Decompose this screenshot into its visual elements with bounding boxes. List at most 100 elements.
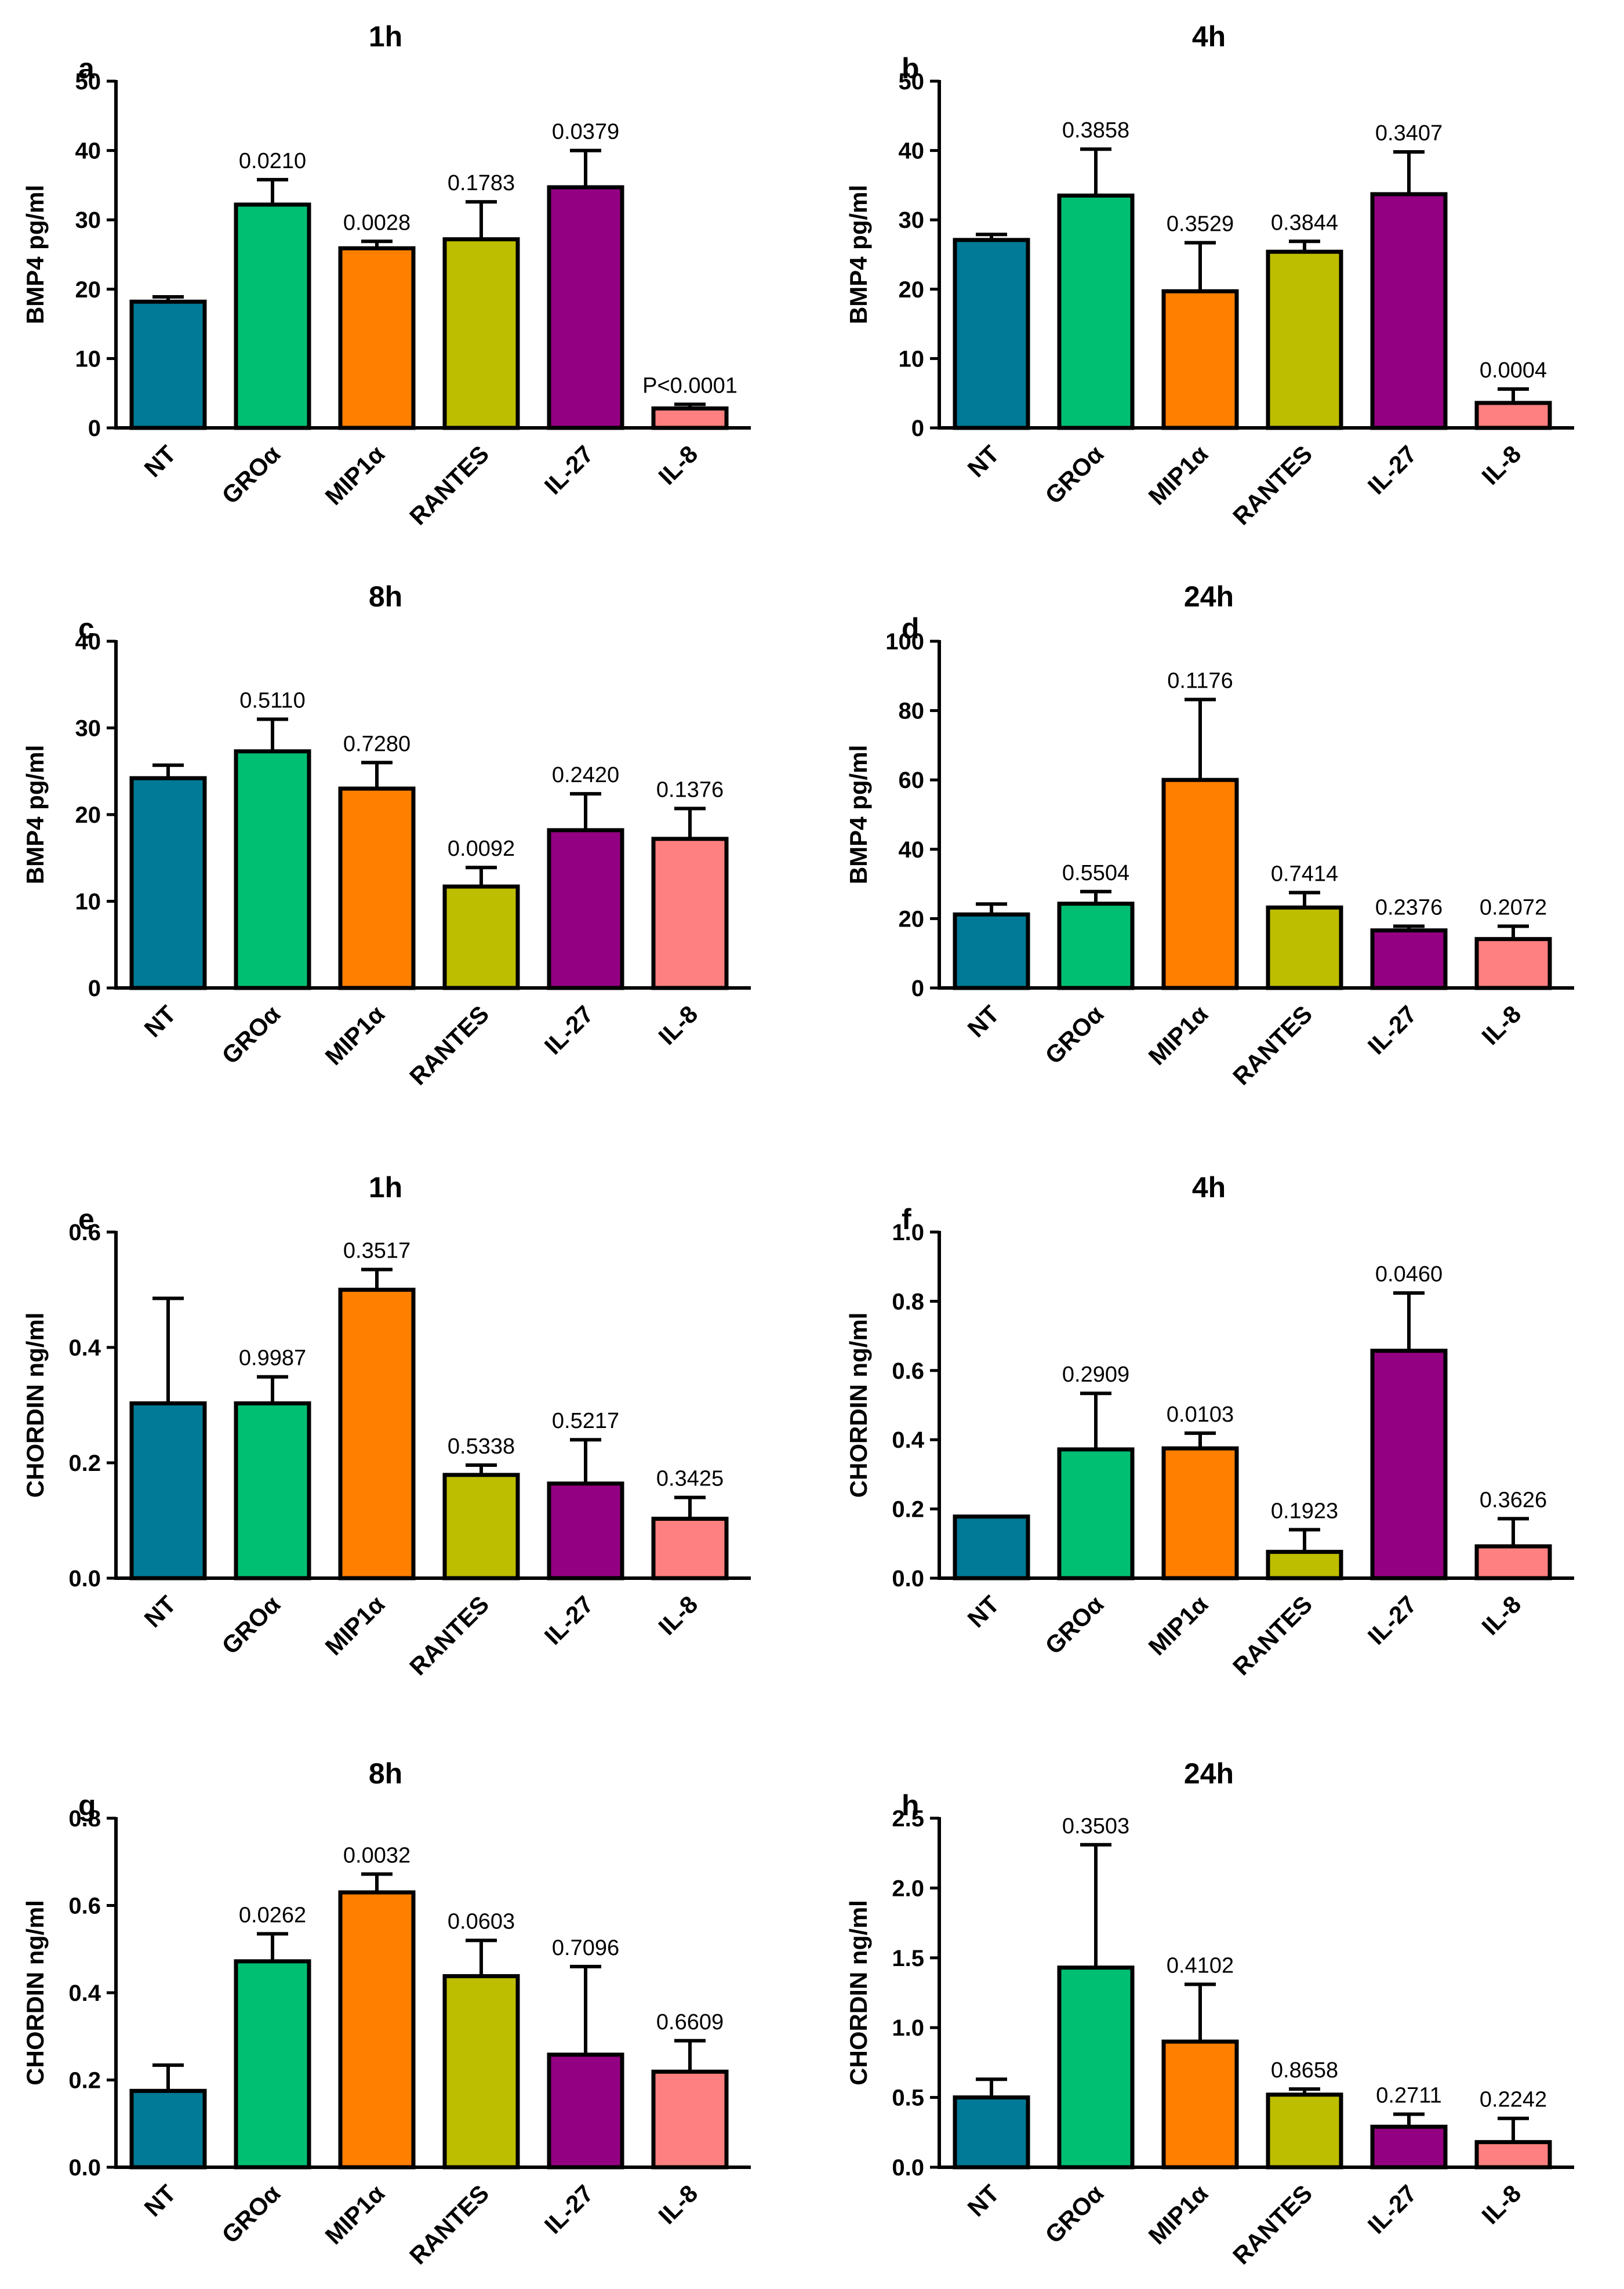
x-tick-label: GROα: [216, 2179, 285, 2248]
panel-e: e 1h CHORDIN ng/ml 0.0 0.2 0.4 0.6 NT 0.9987 GROα…: [21, 1171, 751, 1680]
bar-gro-: [234, 1401, 311, 1580]
y-tick-label: 0.8: [892, 1289, 924, 1314]
x-tick-label: NT: [962, 1000, 1005, 1042]
y-tick-label: 0.6: [68, 1220, 101, 1245]
x-tick-label: IL-27: [539, 2179, 599, 2239]
panel-f: f 4h CHORDIN ng/ml 0.0 0.2 0.4 0.6 0.8 1.0 NT 0.29…: [845, 1171, 1574, 1680]
x-tick-label: GROα: [216, 1590, 285, 1659]
x-tick-label: IL-8: [1476, 440, 1526, 490]
x-tick-label: IL-27: [1363, 1000, 1422, 1060]
y-tick-label: 100: [885, 629, 924, 655]
x-tick-label: IL-8: [1476, 2179, 1526, 2229]
y-tick-label: 1.5: [892, 1946, 924, 1971]
bar-gro-: [234, 749, 311, 990]
p-value-label: 0.3529: [1167, 212, 1234, 237]
p-value-label: 0.5338: [448, 1434, 515, 1459]
panel-letter: c: [78, 612, 95, 645]
bar-mip1-: [1161, 289, 1239, 430]
chart-title: 8h: [369, 580, 402, 613]
x-tick-label: GROα: [216, 440, 285, 509]
x-tick-label: GROα: [216, 1000, 285, 1069]
bar-il-27: [1370, 928, 1448, 990]
y-axis-label: CHORDIN ng/ml: [21, 1900, 49, 2085]
y-tick-label: 0: [911, 416, 924, 441]
y-axis-label: BMP4 pg/ml: [845, 185, 872, 324]
y-tick-label: 0.6: [68, 1894, 101, 1919]
p-value-label: 0.0032: [343, 1843, 410, 1867]
bar-gro-: [234, 202, 311, 430]
x-tick-label: RANTES: [404, 440, 494, 530]
y-tick-label: 20: [75, 802, 101, 828]
bar-nt: [953, 912, 1030, 990]
p-value-label: 0.4102: [1167, 1954, 1234, 1978]
panel-c: c 8h BMP4 pg/ml 0 10 20 30 40 NT 0.5110 GROα 0.7280…: [21, 580, 751, 1090]
p-value-label: 0.3626: [1480, 1488, 1547, 1512]
p-value-label: 0.3858: [1062, 118, 1129, 143]
y-tick-label: 60: [899, 768, 925, 793]
p-value-label: 0.3517: [343, 1239, 410, 1263]
x-tick-label: IL-8: [653, 2179, 703, 2229]
y-tick-label: 0: [911, 976, 924, 1001]
bar-rantes: [442, 884, 520, 990]
bar-gro-: [1057, 1965, 1135, 2170]
bar-mip1-: [338, 246, 416, 430]
x-tick-label: MIP1α: [320, 1590, 390, 1661]
bar-nt: [953, 238, 1030, 430]
y-tick-label: 0.2: [68, 2068, 101, 2094]
bar-rantes: [442, 237, 520, 430]
y-tick-label: 0.6: [892, 1358, 924, 1384]
bar-il-27: [1370, 192, 1448, 430]
panel-letter: h: [902, 1789, 920, 1822]
bar-mip1-: [1161, 2039, 1239, 2170]
y-tick-label: 0.4: [68, 1335, 101, 1361]
y-tick-label: 80: [899, 699, 925, 724]
panel-letter: g: [78, 1789, 96, 1822]
bar-mip1-: [338, 786, 416, 990]
panel-letter: b: [902, 52, 920, 85]
y-tick-label: 10: [75, 889, 101, 915]
p-value-label: 0.0379: [552, 120, 619, 144]
p-value-label: 0.3503: [1062, 1814, 1129, 1839]
y-tick-label: 0.0: [892, 2155, 924, 2181]
panel-g: g 8h CHORDIN ng/ml 0.0 0.2 0.4 0.6 0.8 NT 0.0262 G…: [21, 1757, 751, 2269]
x-tick-label: GROα: [1040, 440, 1109, 509]
p-value-label: 0.1923: [1271, 1499, 1338, 1523]
panel-b: b 4h BMP4 pg/ml 0 10 20 30 40 50 NT 0.3858 GROα 0.35…: [845, 20, 1574, 530]
p-value-label: 0.7280: [343, 732, 410, 756]
p-value-label: 0.2376: [1375, 896, 1443, 920]
p-value-label: 0.0028: [343, 210, 410, 235]
p-value-label: 0.3407: [1375, 121, 1443, 146]
bar-nt: [129, 1401, 207, 1580]
bar-rantes: [1266, 1550, 1343, 1580]
x-tick-label: GROα: [1040, 1000, 1109, 1069]
x-tick-label: MIP1α: [1143, 440, 1214, 510]
p-value-label: 0.0092: [448, 837, 515, 861]
x-tick-label: IL-27: [539, 1000, 599, 1060]
p-value-label: 0.3844: [1271, 210, 1338, 235]
chart-title: 4h: [1192, 1171, 1226, 1204]
y-tick-label: 40: [75, 629, 101, 655]
y-tick-label: 2.0: [892, 1876, 924, 1901]
y-axis-label: BMP4 pg/ml: [845, 745, 872, 884]
bar-mip1-: [1161, 777, 1239, 990]
chart-title: 8h: [369, 1757, 402, 1790]
bar-nt: [129, 2088, 207, 2170]
p-value-label: 0.3425: [656, 1467, 724, 1491]
y-tick-label: 0.4: [68, 1981, 101, 2006]
y-tick-label: 0: [88, 976, 101, 1001]
y-tick-label: 0.8: [68, 1806, 101, 1832]
panel-letter: f: [902, 1203, 911, 1236]
p-value-label: 0.9987: [239, 1346, 306, 1371]
x-tick-label: RANTES: [404, 2179, 494, 2269]
y-tick-label: 2.5: [892, 1806, 924, 1832]
bar-rantes: [442, 1974, 520, 2170]
bar-rantes: [1266, 905, 1343, 990]
panel-a: a 1h BMP4 pg/ml 0 10 20 30 40 50 NT 0.0210 GROα 0.00…: [21, 20, 751, 530]
p-value-label: 0.5110: [239, 689, 305, 713]
chart-title: 4h: [1192, 20, 1226, 53]
bar-il-27: [547, 185, 624, 430]
p-value-label: 0.7096: [552, 1936, 619, 1960]
x-tick-label: MIP1α: [1143, 1590, 1214, 1661]
